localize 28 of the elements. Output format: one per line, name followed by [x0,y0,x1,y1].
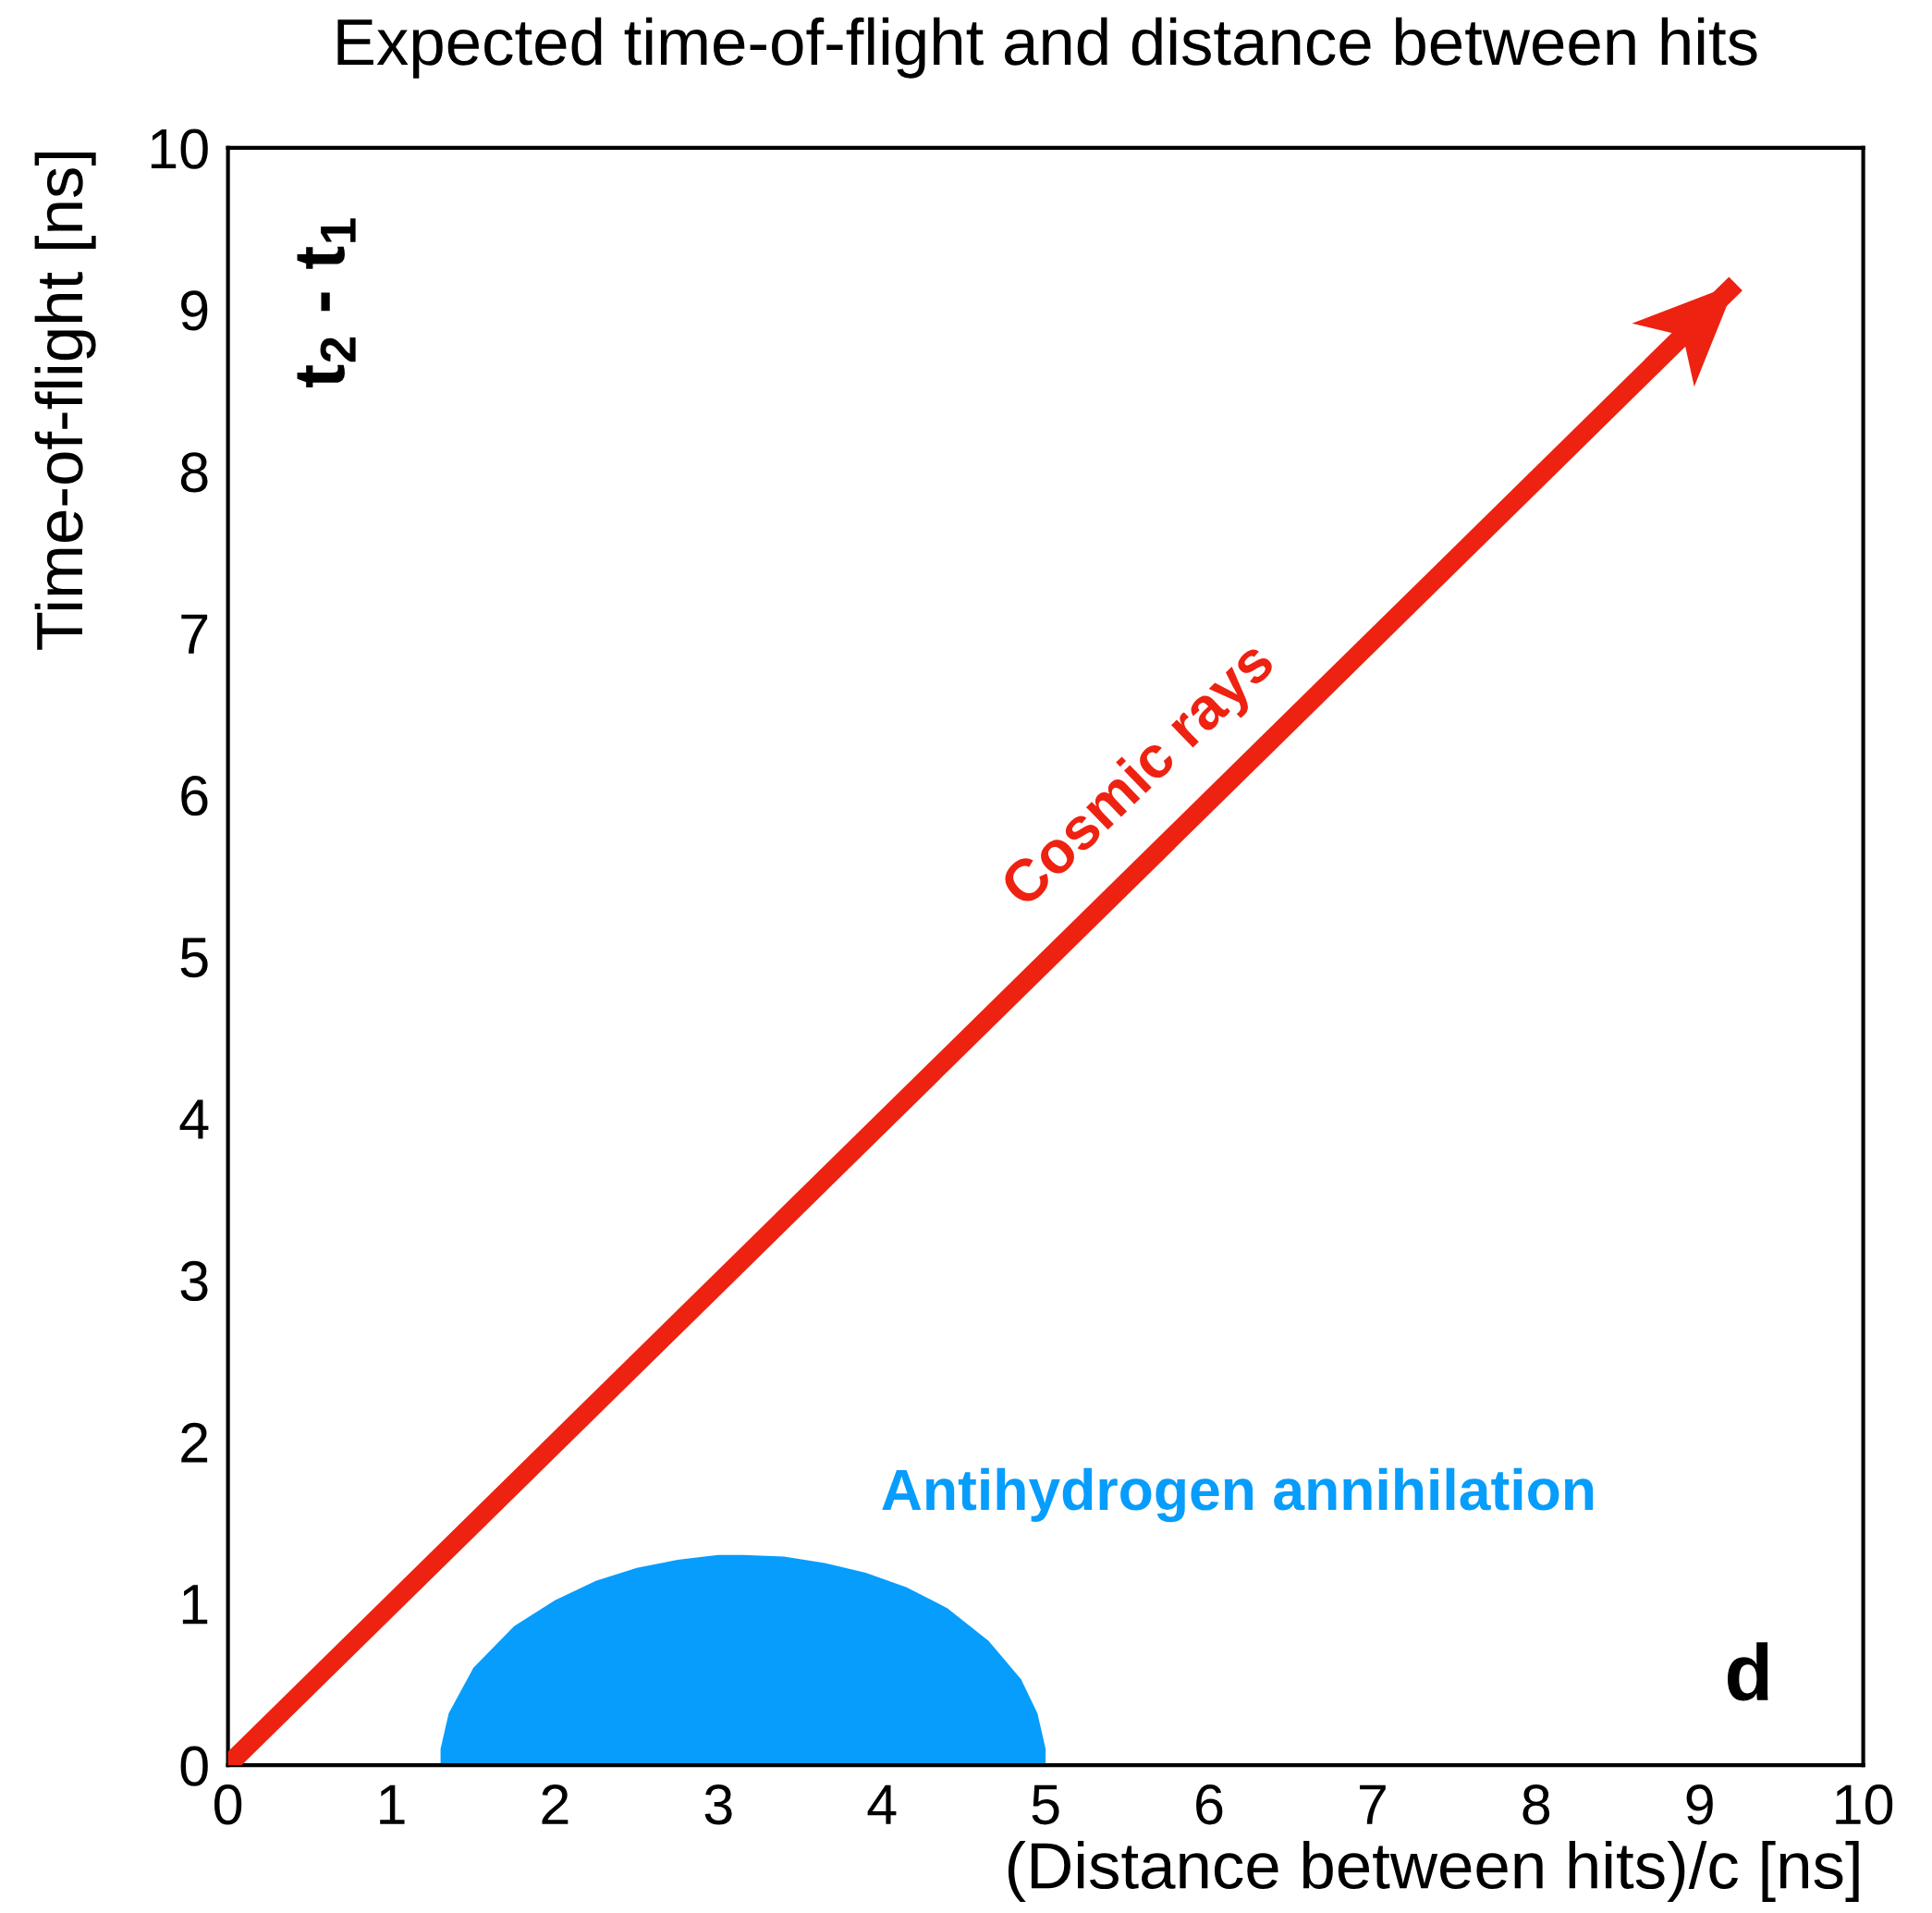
x-tick-label: 5 [1032,1784,1059,1825]
y-tick-label: 5 [180,938,208,978]
y-tick-label: 7 [181,614,208,654]
y-tick-label: 6 [181,776,208,816]
y-tick-label: 10 [151,129,208,169]
annotation: d [1728,1642,1768,1701]
x-axis-title: (Distance between hits)/c [ns] [1008,1841,1859,1903]
y-tick-label: 1 [182,1585,208,1625]
chart-title: Expected time-of-flight and distance between hits [337,17,1757,79]
y-tick-label: 9 [181,290,208,331]
x-tick-label: 8 [1522,1784,1550,1825]
x-tick-label: 7 [1360,1784,1386,1824]
x-tick-label: 4 [867,1784,897,1824]
x-tick-label: 6 [1196,1784,1223,1825]
y-tick-label: 3 [180,1260,208,1302]
y-tick-label: 0 [180,1746,208,1786]
y-tick-label: 2 [181,1422,208,1463]
x-tick-label: 3 [704,1784,732,1825]
x-tick-label: 0 [214,1784,242,1825]
x-tick-label: 2 [542,1784,569,1824]
series-label: Antihydrogen annihilation [882,1467,1594,1523]
y-tick-label: 4 [179,1099,209,1139]
x-tick-label: 9 [1686,1784,1713,1825]
y-axis-title: Time-of-flight [ns] [34,152,96,650]
y-tick-label: 8 [180,452,208,493]
x-tick-label: 10 [1836,1784,1893,1825]
x-tick-label: 1 [380,1784,405,1824]
annotation: t$_{2}$ - t$_{1}$ [297,218,356,387]
